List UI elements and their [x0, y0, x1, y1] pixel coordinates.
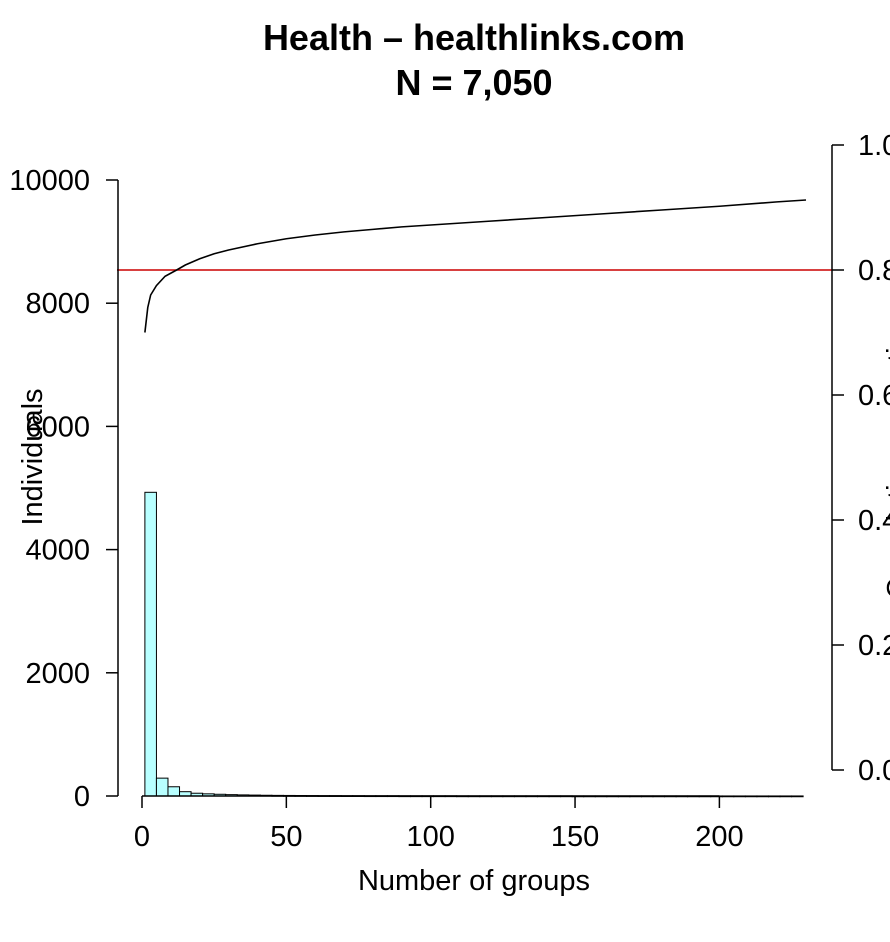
series-line-cumulative	[144, 199, 807, 333]
y-tick-label: 2000	[25, 658, 90, 690]
bar	[756, 795, 769, 798]
y2-axis-title: Cumulative proportion	[882, 315, 890, 599]
bar	[767, 795, 781, 798]
y-tick-label: 8000	[25, 288, 90, 320]
bar	[167, 786, 181, 797]
bar	[744, 795, 758, 798]
y-axis-title: Individuals	[17, 388, 49, 525]
y2-tick-label: 0.0	[858, 755, 890, 787]
x-tick-label: 150	[551, 821, 599, 853]
y-tick-label: 6000	[25, 411, 90, 443]
x-axis-title: Number of groups	[358, 865, 590, 897]
y2-tick-label: 0.8	[858, 255, 890, 287]
bar	[721, 795, 735, 798]
y-tick-label: 4000	[25, 535, 90, 567]
bar	[155, 777, 169, 797]
chart-subtitle: N = 7,050	[395, 62, 552, 103]
bar	[779, 795, 793, 798]
lines-group	[117, 199, 832, 333]
axes-group: 0 2000 4000 6000 8000 10000 0 50 100 150 200 0.0 0.2…	[9, 130, 890, 853]
y2-tick-label: 0.2	[858, 630, 890, 662]
bar	[733, 795, 746, 798]
bar	[791, 795, 804, 798]
y2-tick-label: 0.4	[858, 505, 890, 537]
x-tick-label: 0	[134, 821, 150, 853]
y2-tick-label: 0.6	[858, 380, 890, 412]
x-tick-label: 50	[270, 821, 302, 853]
x-tick-label: 100	[407, 821, 455, 853]
y-tick-label: 10000	[9, 165, 90, 197]
y2-tick-label: 1.0	[858, 130, 890, 162]
x-tick-label: 200	[695, 821, 743, 853]
y-tick-label: 0	[74, 781, 90, 813]
bar	[144, 491, 157, 797]
bars-group	[144, 491, 804, 798]
chart-title: Health – healthlinks.com	[263, 17, 685, 58]
